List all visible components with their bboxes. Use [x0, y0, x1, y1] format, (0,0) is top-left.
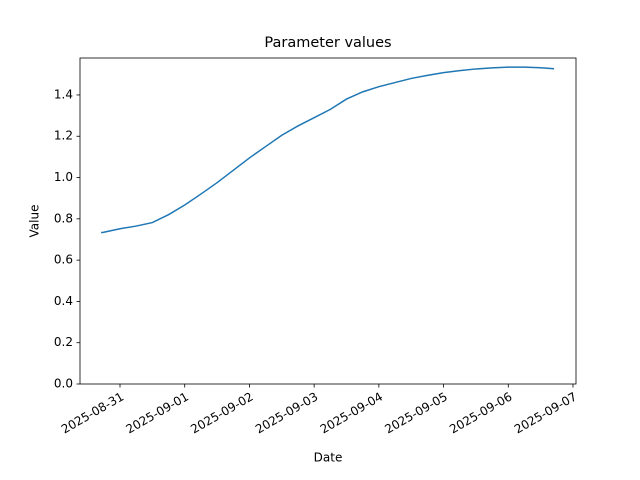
y-tick-label: 0.4: [54, 294, 73, 308]
y-tick-label: 0.2: [54, 335, 73, 349]
chart-title: Parameter values: [264, 35, 391, 51]
y-tick-label: 0.6: [54, 253, 73, 267]
y-tick-label: 1.4: [54, 87, 73, 101]
y-tick-label: 0.8: [54, 211, 73, 225]
y-tick-label: 0.0: [54, 377, 73, 391]
y-axis-label: Value: [28, 205, 42, 238]
x-axis-label: Date: [314, 451, 343, 465]
plot-frame: [79, 57, 577, 385]
y-tick-label: 1.2: [54, 129, 73, 143]
data-line: [101, 66, 555, 234]
y-tick-label: 1.0: [54, 170, 73, 184]
